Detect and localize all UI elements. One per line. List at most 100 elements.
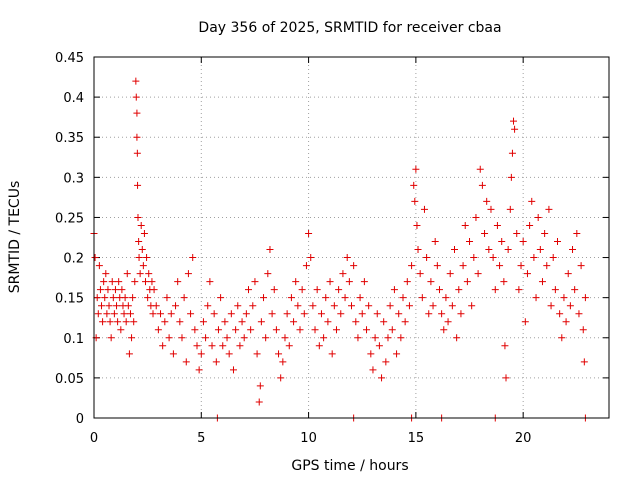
data-point-plus: [476, 165, 484, 173]
data-point-plus: [279, 358, 287, 366]
data-point-plus: [581, 294, 589, 302]
data-point-plus: [214, 326, 222, 334]
data-point-plus: [133, 149, 141, 157]
data-point-plus: [455, 286, 463, 294]
data-point-plus: [373, 310, 381, 318]
data-point-plus: [180, 294, 188, 302]
data-point-plus: [135, 238, 143, 246]
data-point-plus: [461, 221, 469, 229]
data-point-plus: [104, 286, 112, 294]
data-point-plus: [132, 93, 140, 101]
data-point-plus: [145, 270, 153, 278]
data-point-plus: [234, 302, 242, 310]
data-point-plus: [380, 318, 388, 326]
data-point-plus: [371, 334, 379, 342]
data-point-plus: [131, 278, 139, 286]
data-point-plus: [187, 310, 195, 318]
data-point-plus: [536, 246, 544, 254]
data-point-plus: [508, 149, 516, 157]
data-point-plus: [487, 205, 495, 213]
data-point-plus: [251, 278, 259, 286]
data-point-plus: [408, 262, 416, 270]
data-point-plus: [204, 302, 212, 310]
data-point-plus: [483, 197, 491, 205]
data-point-plus: [202, 334, 210, 342]
data-point-plus: [493, 221, 501, 229]
data-point-plus: [189, 254, 197, 262]
data-point-plus: [438, 310, 446, 318]
data-point-plus: [390, 286, 398, 294]
data-point-plus: [485, 246, 493, 254]
data-point-plus: [292, 278, 300, 286]
data-point-plus: [150, 286, 158, 294]
data-point-plus: [433, 262, 441, 270]
data-point-plus: [111, 286, 119, 294]
data-point-plus: [448, 302, 456, 310]
data-point-plus: [423, 254, 431, 262]
data-point-plus: [245, 286, 252, 294]
data-point-plus: [125, 350, 133, 358]
data-point-plus: [523, 270, 531, 278]
data-point-plus: [238, 318, 246, 326]
data-point-plus: [149, 310, 157, 318]
data-point-plus: [134, 181, 142, 189]
data-point-plus: [496, 262, 504, 270]
data-point-plus: [152, 302, 160, 310]
data-point-plus: [554, 238, 561, 246]
data-point-plus: [135, 254, 143, 262]
data-point-plus: [564, 270, 572, 278]
data-point-plus: [118, 286, 126, 294]
data-point-plus: [143, 254, 151, 262]
data-point-plus: [569, 246, 577, 254]
data-point-plus: [240, 334, 248, 342]
data-points: [90, 77, 589, 422]
data-point-plus: [367, 350, 375, 358]
data-point-plus: [459, 262, 467, 270]
data-point-plus: [142, 278, 149, 286]
data-point-plus: [579, 326, 587, 334]
data-point-plus: [133, 109, 141, 117]
data-point-plus: [352, 318, 360, 326]
data-point-plus: [106, 318, 114, 326]
data-point-plus: [277, 374, 285, 382]
data-point-plus: [157, 310, 165, 318]
data-point-plus: [575, 310, 583, 318]
data-point-plus: [551, 286, 559, 294]
data-point-plus: [197, 350, 205, 358]
data-point-plus: [405, 302, 413, 310]
data-point-plus: [378, 374, 386, 382]
data-point-plus: [538, 278, 546, 286]
data-point-plus: [335, 286, 343, 294]
data-point-plus: [272, 326, 280, 334]
data-point-plus: [123, 270, 131, 278]
data-point-plus: [115, 278, 123, 286]
y-tick-label: 0.1: [63, 332, 84, 347]
data-point-plus: [113, 302, 121, 310]
data-point-plus: [481, 229, 489, 237]
data-point-plus: [122, 318, 130, 326]
data-point-plus: [287, 294, 295, 302]
data-point-plus: [435, 286, 443, 294]
data-point-plus: [369, 366, 377, 374]
data-point-plus: [296, 326, 304, 334]
data-point-plus: [134, 213, 142, 221]
data-point-plus: [326, 278, 334, 286]
data-point-plus: [532, 294, 540, 302]
data-point-plus: [365, 302, 373, 310]
data-point-plus: [126, 310, 134, 318]
data-point-plus: [161, 318, 169, 326]
data-point-plus: [275, 350, 283, 358]
data-point-plus: [543, 262, 551, 270]
data-point-plus: [257, 318, 265, 326]
data-point-plus: [219, 342, 227, 350]
data-point-plus: [343, 254, 351, 262]
data-point-plus: [130, 318, 138, 326]
data-point-plus: [393, 350, 401, 358]
data-point-plus: [491, 286, 499, 294]
data-point-plus: [363, 326, 371, 334]
data-point-plus: [169, 350, 177, 358]
data-point-plus: [93, 294, 101, 302]
data-point-plus: [206, 278, 214, 286]
data-point-plus: [176, 318, 184, 326]
data-point-plus: [229, 366, 237, 374]
